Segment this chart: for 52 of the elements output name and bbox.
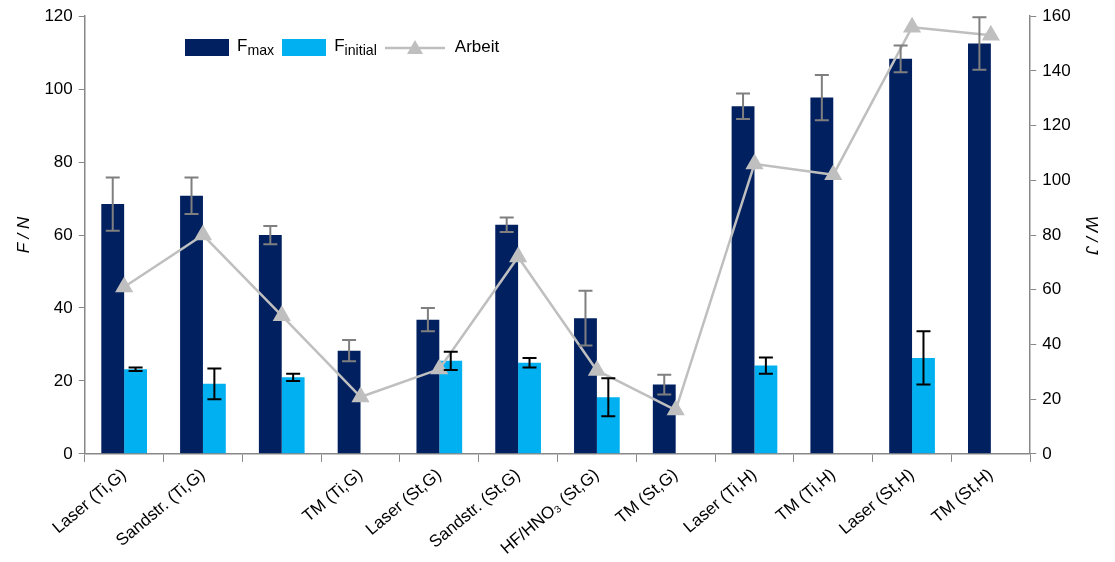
point bbox=[825, 165, 842, 181]
y2-tick-label: 60 bbox=[1042, 279, 1062, 299]
y2-tick-label: 0 bbox=[1042, 443, 1052, 463]
y-tick-label: 40 bbox=[53, 297, 73, 317]
y2-tick-label: 80 bbox=[1042, 224, 1062, 244]
bar bbox=[281, 377, 305, 454]
y-tick-label: 80 bbox=[53, 151, 73, 171]
point bbox=[194, 225, 212, 241]
bar bbox=[518, 362, 541, 454]
y2-axis-title: W / J bbox=[1082, 215, 1102, 255]
bar bbox=[124, 369, 148, 454]
y-tick-label: 0 bbox=[63, 443, 73, 463]
y2-tick-label: 40 bbox=[1042, 334, 1062, 354]
point bbox=[115, 277, 133, 293]
bar bbox=[416, 319, 440, 454]
point bbox=[746, 154, 763, 170]
bar bbox=[258, 235, 282, 454]
bar bbox=[439, 360, 463, 454]
y-axis-title: F / N bbox=[13, 216, 33, 254]
bar bbox=[912, 357, 935, 454]
bar bbox=[596, 397, 620, 454]
bar bbox=[574, 318, 597, 454]
point bbox=[509, 247, 527, 263]
point bbox=[982, 26, 1000, 41]
bar bbox=[754, 365, 778, 454]
point bbox=[903, 17, 921, 33]
y-tick-label: 100 bbox=[44, 78, 73, 98]
bar bbox=[180, 195, 203, 454]
point bbox=[273, 306, 290, 321]
legend-label: Arbeit bbox=[454, 37, 500, 58]
bar bbox=[101, 204, 125, 454]
y-tick-label: 120 bbox=[44, 5, 73, 25]
bar bbox=[889, 58, 913, 454]
y-tick-label: 60 bbox=[53, 224, 73, 244]
bar bbox=[810, 97, 834, 454]
bar bbox=[495, 224, 519, 454]
legend-label: F$_{max}$ bbox=[237, 36, 275, 59]
point bbox=[588, 361, 606, 376]
bar bbox=[967, 43, 991, 454]
y2-tick-label: 100 bbox=[1042, 170, 1071, 190]
bar bbox=[202, 383, 226, 454]
legend-label: F$_{initial}$ bbox=[334, 36, 377, 59]
point bbox=[667, 400, 684, 416]
point bbox=[352, 387, 369, 403]
point bbox=[431, 359, 448, 375]
y2-tick-label: 160 bbox=[1042, 5, 1071, 25]
y2-tick-label: 140 bbox=[1042, 60, 1071, 80]
y2-tick-label: 20 bbox=[1042, 388, 1062, 408]
y-tick-label: 20 bbox=[53, 370, 73, 390]
bar bbox=[731, 106, 755, 454]
bar bbox=[337, 350, 361, 454]
y2-tick-label: 120 bbox=[1042, 115, 1071, 135]
